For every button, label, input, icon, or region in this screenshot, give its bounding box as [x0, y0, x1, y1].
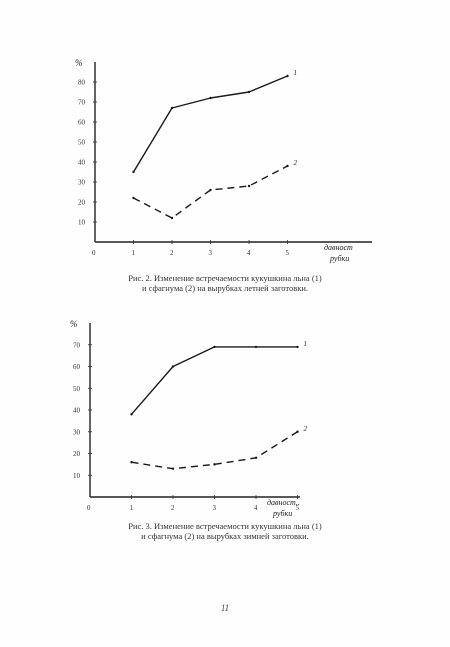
- series-label: 2: [294, 159, 298, 167]
- caption-line: Рис. 2. Изменение встречаемости кукушкин…: [128, 273, 322, 283]
- data-point: [170, 106, 174, 110]
- data-point: [209, 188, 212, 192]
- y-tick-label: 30: [78, 179, 86, 187]
- y-tick-label: 10: [73, 472, 81, 480]
- y-tick-label: 80: [78, 79, 86, 87]
- data-point: [286, 74, 289, 78]
- x-tick-label: 3: [213, 504, 217, 512]
- data-point: [130, 413, 133, 416]
- data-point: [213, 345, 216, 349]
- y-tick-label: 70: [73, 341, 81, 349]
- series-line-1: [132, 75, 288, 173]
- data-point: [247, 184, 251, 188]
- data-point: [209, 96, 212, 100]
- y-tick-label: 30: [73, 428, 81, 436]
- x-tick-label: 4: [254, 504, 258, 512]
- series-label: 1: [294, 69, 298, 77]
- page-number: 11: [220, 603, 230, 613]
- y-tick-label: 20: [78, 199, 86, 207]
- data-point: [254, 345, 258, 349]
- figure-caption-2: Рис. 2. Изменение встречаемости кукушкин…: [0, 273, 450, 293]
- y-axis-label: %: [75, 58, 83, 68]
- figure-caption-3: Рис. 3. Изменение встречаемости кукушкин…: [0, 521, 450, 541]
- data-point: [296, 345, 299, 349]
- y-tick-label: 20: [73, 450, 81, 458]
- caption-line: Рис. 3. Изменение встречаемости кукушкин…: [128, 521, 322, 531]
- x-tick-label: 3: [209, 249, 213, 257]
- x-tick-label: 1: [132, 249, 136, 257]
- series-line-2: [131, 431, 298, 470]
- x-tick-label: 5: [296, 504, 300, 512]
- data-point: [171, 365, 175, 368]
- series-label: 1: [304, 340, 308, 348]
- y-tick-label: 10: [78, 219, 86, 227]
- y-tick-label: 60: [78, 119, 86, 127]
- x-axis-label: рубки: [272, 509, 292, 518]
- y-tick-label: 60: [73, 363, 81, 371]
- data-point: [132, 196, 135, 200]
- y-axis-label: %: [70, 319, 78, 329]
- y-tick-label: 40: [78, 159, 86, 167]
- data-point: [286, 164, 289, 168]
- series-line-2: [133, 165, 288, 219]
- data-point: [130, 461, 133, 464]
- data-point: [132, 170, 135, 174]
- data-point: [247, 90, 251, 94]
- series-line-1: [130, 346, 298, 415]
- caption-line: и сфагнума (2) на вырубках зимней загото…: [141, 531, 309, 541]
- x-tick-label: 4: [247, 249, 251, 257]
- x-tick-label: 0: [87, 504, 91, 512]
- data-point: [296, 430, 299, 433]
- y-tick-label: 70: [78, 99, 86, 107]
- x-tick-label: 5: [286, 249, 290, 257]
- x-tick-label: 0: [92, 249, 96, 257]
- x-tick-label: 2: [171, 504, 175, 512]
- x-tick-label: 2: [170, 249, 174, 257]
- x-axis-label: рубки: [329, 254, 349, 263]
- y-tick-label: 50: [78, 139, 86, 147]
- caption-line: и сфагнума (2) на вырубках летней загото…: [141, 283, 309, 293]
- x-axis-label: давност..: [267, 498, 300, 507]
- x-axis-label: давност: [324, 243, 353, 252]
- series-label: 2: [304, 425, 308, 433]
- y-tick-label: 40: [73, 407, 81, 415]
- data-point: [170, 216, 174, 220]
- chart-summer-logging: % 10 20 30 40 50 60 70 80 0 1 2 3 4 5 давност рубки 1 2: [75, 58, 372, 263]
- x-tick-label: 1: [130, 504, 134, 512]
- data-point: [254, 456, 258, 460]
- y-tick-label: 50: [73, 385, 81, 393]
- data-point: [171, 467, 175, 470]
- data-point: [213, 463, 216, 466]
